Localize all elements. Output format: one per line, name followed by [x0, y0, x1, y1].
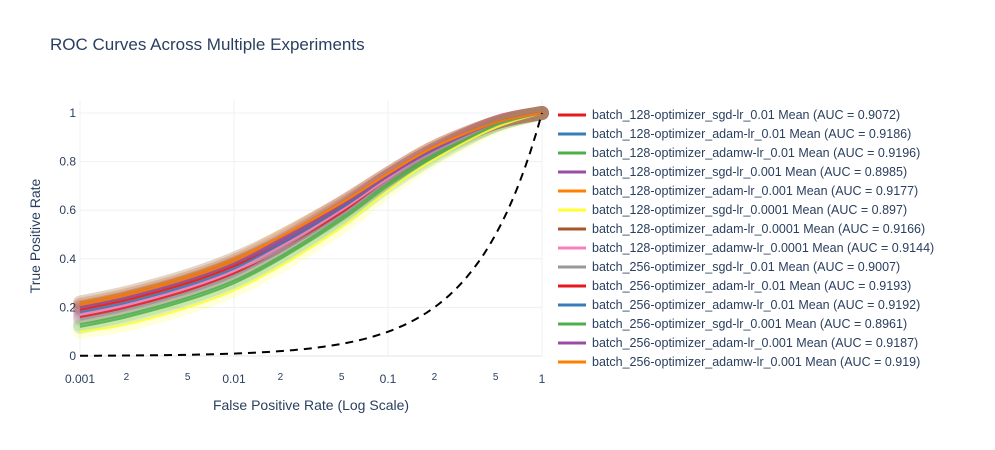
axis-ticks: 0 0.2 0.4 0.6 0.8 1 0.001 2 5 0.01 2 5 0.1 2 5 1 — [59, 106, 545, 386]
series-lines — [79, 111, 543, 333]
legend-item[interactable]: batch_128-optimizer_sgd-lr_0.0001 Mean (… — [558, 203, 907, 217]
x-tick-label: 0.1 — [380, 372, 397, 386]
y-tick-label: 0 — [69, 349, 76, 363]
legend-item[interactable]: batch_256-optimizer_adamw-lr_0.01 Mean (… — [558, 298, 920, 312]
legend-item[interactable]: batch_128-optimizer_adam-lr_0.0001 Mean … — [558, 222, 925, 236]
legend-label: batch_128-optimizer_adamw-lr_0.01 Mean (… — [592, 146, 920, 160]
legend-item[interactable]: batch_256-optimizer_adam-lr_0.001 Mean (… — [558, 336, 918, 350]
legend-label: batch_256-optimizer_adamw-lr_0.01 Mean (… — [592, 298, 920, 312]
chart-title: ROC Curves Across Multiple Experiments — [50, 35, 365, 54]
series-line — [79, 111, 543, 328]
x-tick-label: 2 — [278, 372, 284, 383]
legend-label: batch_256-optimizer_sgd-lr_0.001 Mean (A… — [592, 317, 907, 331]
reference-diagonal-line — [79, 112, 543, 357]
y-tick-label: 0.2 — [59, 300, 76, 314]
x-axis-title: False Positive Rate (Log Scale) — [213, 397, 409, 413]
series-line — [79, 111, 543, 321]
y-tick-label: 0.4 — [59, 252, 76, 266]
y-tick-label: 0.6 — [59, 203, 76, 217]
legend-item[interactable]: batch_128-optimizer_adamw-lr_0.0001 Mean… — [558, 241, 934, 255]
series-line — [79, 111, 543, 307]
legend-label: batch_256-optimizer_adamw-lr_0.001 Mean … — [592, 355, 920, 369]
legend-label: batch_128-optimizer_sgd-lr_0.001 Mean (A… — [592, 165, 907, 179]
legend-label: batch_128-optimizer_adam-lr_0.001 Mean (… — [592, 184, 918, 198]
y-tick-label: 0.8 — [59, 155, 76, 169]
legend-item[interactable]: batch_128-optimizer_adamw-lr_0.01 Mean (… — [558, 146, 920, 160]
x-tick-label: 0.01 — [222, 372, 246, 386]
legend-item[interactable]: batch_256-optimizer_adamw-lr_0.001 Mean … — [558, 355, 920, 369]
legend-label: batch_128-optimizer_sgd-lr_0.01 Mean (AU… — [592, 108, 900, 122]
legend-label: batch_128-optimizer_sgd-lr_0.0001 Mean (… — [592, 203, 907, 217]
reference-line-layer — [79, 112, 543, 357]
legend-item[interactable]: batch_128-optimizer_sgd-lr_0.01 Mean (AU… — [558, 108, 900, 122]
legend-item[interactable]: batch_256-optimizer_sgd-lr_0.01 Mean (AU… — [558, 260, 900, 274]
x-tick-label: 5 — [339, 372, 345, 383]
series-line — [79, 111, 543, 333]
legend: batch_128-optimizer_sgd-lr_0.01 Mean (AU… — [558, 108, 934, 369]
legend-item[interactable]: batch_128-optimizer_adam-lr_0.001 Mean (… — [558, 184, 918, 198]
series-line — [79, 111, 543, 309]
legend-label: batch_256-optimizer_sgd-lr_0.01 Mean (AU… — [592, 260, 900, 274]
x-tick-label: 0.001 — [65, 372, 95, 386]
legend-item[interactable]: batch_128-optimizer_adam-lr_0.01 Mean (A… — [558, 127, 911, 141]
legend-item[interactable]: batch_256-optimizer_sgd-lr_0.001 Mean (A… — [558, 317, 907, 331]
legend-label: batch_128-optimizer_adam-lr_0.0001 Mean … — [592, 222, 925, 236]
legend-label: batch_256-optimizer_adam-lr_0.01 Mean (A… — [592, 279, 911, 293]
legend-item[interactable]: batch_128-optimizer_sgd-lr_0.001 Mean (A… — [558, 165, 907, 179]
x-tick-label: 2 — [432, 372, 438, 383]
x-tick-label: 1 — [539, 372, 546, 386]
legend-label: batch_128-optimizer_adam-lr_0.01 Mean (A… — [592, 127, 911, 141]
legend-label: batch_128-optimizer_adamw-lr_0.0001 Mean… — [592, 241, 934, 255]
y-axis-title: True Positive Rate — [27, 178, 43, 293]
legend-item[interactable]: batch_256-optimizer_adam-lr_0.01 Mean (A… — [558, 279, 911, 293]
legend-label: batch_256-optimizer_adam-lr_0.001 Mean (… — [592, 336, 918, 350]
x-tick-label: 5 — [185, 372, 191, 383]
y-tick-label: 1 — [69, 106, 76, 120]
x-tick-label: 5 — [493, 372, 499, 383]
x-tick-label: 2 — [124, 372, 130, 383]
